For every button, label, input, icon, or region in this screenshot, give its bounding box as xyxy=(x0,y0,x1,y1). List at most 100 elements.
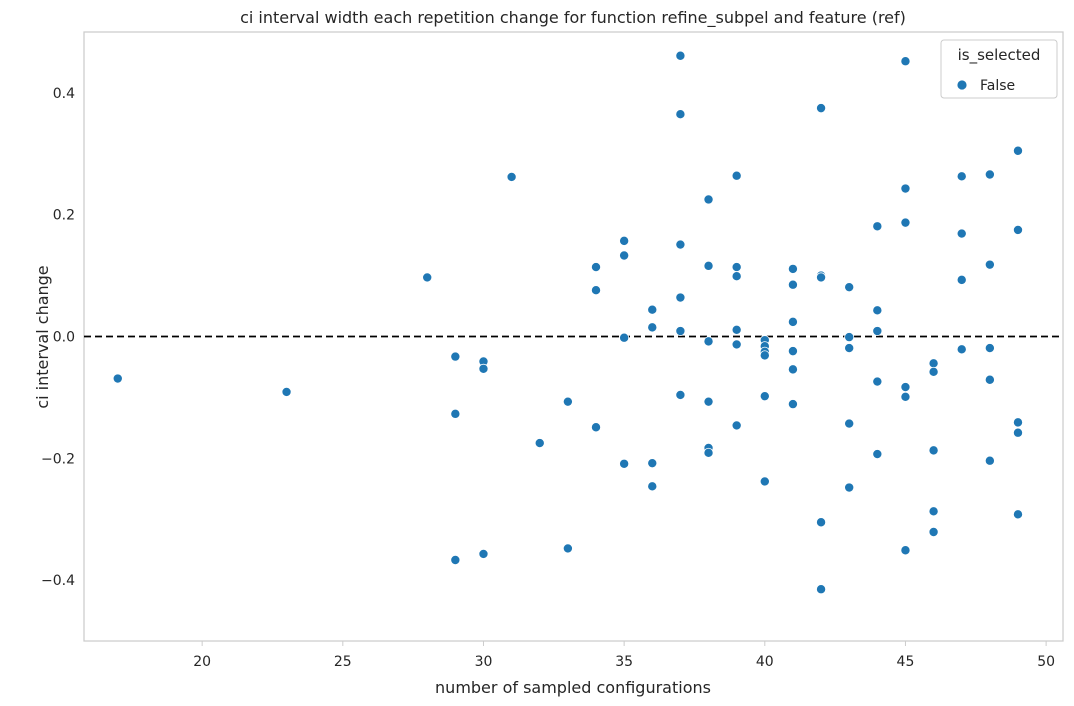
y-tick-label: −0.4 xyxy=(41,573,75,589)
scatter-point xyxy=(816,272,827,283)
scatter-point xyxy=(872,449,883,460)
scatter-point xyxy=(759,391,770,402)
scatter-point xyxy=(112,373,123,384)
x-tick-label: 25 xyxy=(334,654,352,670)
scatter-point xyxy=(647,481,658,492)
scatter-point xyxy=(900,545,911,556)
scatter-point xyxy=(956,344,967,355)
x-tick-label: 30 xyxy=(475,654,493,670)
scatter-point xyxy=(591,285,602,296)
scatter-point xyxy=(844,343,855,354)
scatter-point xyxy=(647,458,658,469)
scatter-point xyxy=(422,272,433,283)
scatter-point xyxy=(928,445,939,456)
scatter-point xyxy=(984,455,995,466)
data-points xyxy=(112,50,1023,595)
scatter-point xyxy=(562,396,573,407)
y-tick-label: 0.2 xyxy=(53,208,75,224)
scatter-point xyxy=(703,260,714,271)
scatter-point xyxy=(703,336,714,347)
scatter-point xyxy=(900,391,911,402)
scatter-point xyxy=(1012,224,1023,235)
scatter-point xyxy=(731,339,742,350)
legend-marker xyxy=(956,79,968,91)
legend-title: is_selected xyxy=(958,46,1041,65)
scatter-point xyxy=(872,376,883,387)
scatter-point xyxy=(816,584,827,595)
x-axis-ticks: 20 25 30 35 40 45 50 xyxy=(193,641,1055,670)
x-tick-label: 45 xyxy=(897,654,915,670)
x-tick-label: 20 xyxy=(193,654,211,670)
scatter-point xyxy=(450,351,461,362)
scatter-point xyxy=(816,103,827,114)
scatter-point xyxy=(759,350,770,361)
scatter-point xyxy=(675,326,686,337)
scatter-point xyxy=(844,282,855,293)
scatter-point xyxy=(450,555,461,566)
scatter-point xyxy=(647,304,658,315)
scatter-point xyxy=(703,447,714,458)
scatter-point xyxy=(984,343,995,354)
scatter-point xyxy=(506,171,517,182)
scatter-point xyxy=(872,221,883,232)
scatter-point xyxy=(731,262,742,273)
scatter-point xyxy=(984,374,995,385)
x-tick-label: 40 xyxy=(756,654,774,670)
scatter-point xyxy=(984,169,995,180)
scatter-point xyxy=(1012,509,1023,520)
scatter-point xyxy=(591,422,602,433)
scatter-point xyxy=(619,250,630,261)
scatter-point xyxy=(450,408,461,419)
scatter-point xyxy=(675,109,686,120)
scatter-point xyxy=(703,194,714,205)
scatter-point xyxy=(787,399,798,410)
scatter-point xyxy=(928,358,939,369)
scatter-point xyxy=(787,279,798,290)
scatter-point xyxy=(900,56,911,67)
scatter-point xyxy=(619,332,630,343)
legend: is_selected False xyxy=(940,39,1058,99)
scatter-point xyxy=(787,364,798,375)
y-axis-label: ci interval change xyxy=(33,265,52,408)
x-tick-label: 35 xyxy=(615,654,633,670)
scatter-point xyxy=(591,262,602,273)
scatter-point xyxy=(731,271,742,282)
scatter-point xyxy=(787,346,798,357)
scatter-point xyxy=(956,274,967,285)
scatter-point xyxy=(619,235,630,246)
x-axis-label: number of sampled configurations xyxy=(435,678,711,697)
y-tick-label: 0.4 xyxy=(53,86,75,102)
scatter-point xyxy=(675,239,686,250)
scatter-point xyxy=(928,366,939,377)
scatter-point xyxy=(1012,427,1023,438)
scatter-point xyxy=(900,382,911,393)
y-tick-label: 0.0 xyxy=(53,330,75,346)
scatter-point xyxy=(675,292,686,303)
scatter-point xyxy=(647,322,658,333)
y-axis-ticks: −0.4 −0.2 0.0 0.2 0.4 xyxy=(41,86,75,589)
scatter-point xyxy=(787,316,798,327)
scatter-point xyxy=(816,517,827,528)
scatter-point xyxy=(675,389,686,400)
scatter-point xyxy=(619,458,630,469)
scatter-point xyxy=(675,50,686,61)
scatter-point xyxy=(1012,145,1023,156)
scatter-point xyxy=(703,396,714,407)
scatter-point xyxy=(956,228,967,239)
legend-entry-label: False xyxy=(980,78,1015,94)
legend-box xyxy=(940,39,1058,99)
scatter-point xyxy=(534,438,545,449)
scatter-point xyxy=(731,170,742,181)
scatter-point xyxy=(478,548,489,559)
scatter-point xyxy=(872,305,883,316)
scatter-point xyxy=(984,259,995,270)
scatter-point xyxy=(787,263,798,274)
scatter-point xyxy=(281,386,292,397)
scatter-point xyxy=(562,543,573,554)
chart-title: ci interval width each repetition change… xyxy=(240,8,906,28)
scatter-point xyxy=(900,183,911,194)
y-tick-label: −0.2 xyxy=(41,451,75,467)
scatter-point xyxy=(928,506,939,517)
x-tick-label: 50 xyxy=(1037,654,1055,670)
